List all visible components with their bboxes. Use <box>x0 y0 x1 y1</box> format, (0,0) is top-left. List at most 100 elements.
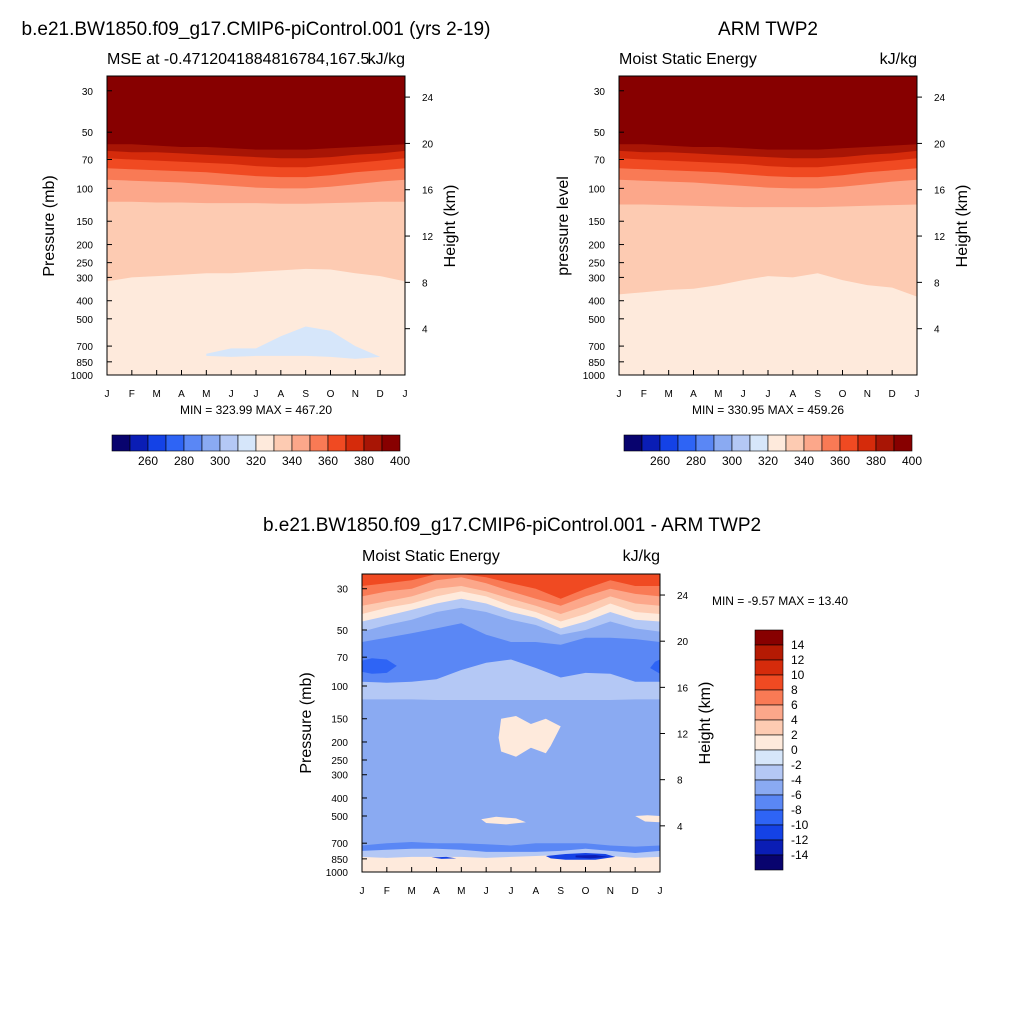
x-tick-label: A <box>433 886 440 897</box>
y-tick-label: 150 <box>76 217 93 228</box>
x-tick-label: J <box>403 389 408 400</box>
x-tick-label: A <box>690 389 697 400</box>
y-tick-label: 200 <box>588 241 605 252</box>
x-tick-label: D <box>889 389 896 400</box>
contour-field <box>619 76 917 375</box>
colorbar-swatch <box>754 794 784 811</box>
colorbar-label: 14 <box>791 638 805 652</box>
y-tick-label: 500 <box>331 812 348 823</box>
panel-diff: b.e21.BW1850.f09_g17.CMIP6-piControl.001… <box>263 515 848 897</box>
panel-model: b.e21.BW1850.f09_g17.CMIP6-piControl.001… <box>22 19 491 417</box>
x-tick-label: A <box>178 389 185 400</box>
panel-obs-units: kJ/kg <box>880 51 917 68</box>
y2-tick-label: 4 <box>422 325 428 336</box>
x-tick-label: J <box>617 389 622 400</box>
panel-obs-plot: 30 50 70 100 150 200 250 300 400 500 700 850 1000 4 8 1… <box>583 75 946 400</box>
colorbar-swatch <box>309 434 329 452</box>
panel-diff-plot: 30 50 70 100 150 200 250 300 400 500 700 850 1000 4 8 1… <box>326 573 689 897</box>
colorbar-label: 400 <box>390 454 410 468</box>
x-tick-label: F <box>384 886 390 897</box>
y2-tick-label: 20 <box>677 637 689 648</box>
y-tick-label: 50 <box>82 128 94 139</box>
y2-tick-label: 12 <box>677 730 689 741</box>
contour-field <box>107 76 405 375</box>
colorbar-label: 280 <box>686 454 706 468</box>
colorbar-label: 8 <box>791 683 798 697</box>
colorbar-label: -14 <box>791 848 809 862</box>
x-tick-label: O <box>582 886 590 897</box>
colorbar-swatch <box>345 434 365 452</box>
colorbar-swatch <box>893 434 913 452</box>
colorbar-label: 0 <box>791 743 798 757</box>
colorbar-label: -12 <box>791 833 809 847</box>
x-tick-label: J <box>741 389 746 400</box>
colorbar-label: 260 <box>650 454 670 468</box>
y-tick-label: 850 <box>331 855 348 866</box>
contour-band-0 <box>619 76 917 150</box>
colorbar-swatch <box>857 434 877 452</box>
panel-model-stats: MIN = 323.99 MAX = 467.20 <box>180 403 332 417</box>
colorbar-swatch <box>754 764 784 781</box>
panel-obs-title: ARM TWP2 <box>718 19 818 40</box>
colorbar-swatch <box>754 629 784 646</box>
x-tick-label: J <box>484 886 489 897</box>
x-tick-label: J <box>509 886 514 897</box>
y-tick-label: 200 <box>76 241 93 252</box>
y-tick-label: 850 <box>76 358 93 369</box>
panel-obs: ARM TWP2 Moist Static Energy kJ/kg press… <box>555 19 971 417</box>
panel-diff-units: kJ/kg <box>623 548 660 565</box>
colorbar-label: 340 <box>282 454 302 468</box>
colorbar-swatch <box>767 434 787 452</box>
x-tick-label: N <box>864 389 871 400</box>
colorbar-label: 2 <box>791 728 798 742</box>
colorbar-swatch <box>754 719 784 736</box>
x-tick-label: S <box>814 389 821 400</box>
panel-obs-y-label: pressure level <box>555 176 572 276</box>
y-tick-label: 700 <box>331 839 348 850</box>
panel-model-y-label: Pressure (mb) <box>41 175 58 276</box>
y-tick-label: 300 <box>588 273 605 284</box>
y-tick-label: 50 <box>337 626 349 637</box>
y-tick-label: 70 <box>82 155 94 166</box>
y-tick-label: 500 <box>588 315 605 326</box>
y2-tick-label: 20 <box>422 139 434 150</box>
colorbar-swatch <box>754 704 784 721</box>
x-tick-label: D <box>632 886 639 897</box>
colorbar-label: 300 <box>210 454 230 468</box>
x-tick-label: N <box>607 886 614 897</box>
y2-tick-label: 24 <box>677 591 689 602</box>
colorbar-label: 360 <box>830 454 850 468</box>
y-tick-label: 200 <box>331 738 348 749</box>
x-tick-label: M <box>407 886 415 897</box>
x-tick-label: J <box>915 389 920 400</box>
y-tick-label: 100 <box>331 682 348 693</box>
colorbar-swatch <box>754 674 784 691</box>
colorbar-label: 400 <box>902 454 922 468</box>
y2-tick-label: 4 <box>934 325 940 336</box>
colorbar-label: 320 <box>758 454 778 468</box>
colorbar-swatch <box>754 734 784 751</box>
x-tick-label: O <box>839 389 847 400</box>
x-tick-label: F <box>129 389 135 400</box>
colorbar-swatch <box>219 434 239 452</box>
colorbar-swatch <box>749 434 769 452</box>
colorbar-label: 6 <box>791 698 798 712</box>
panel-diff-left-string: Moist Static Energy <box>362 548 500 565</box>
colorbar-label: -8 <box>791 803 802 817</box>
contour-field <box>362 574 660 872</box>
y2-tick-label: 20 <box>934 139 946 150</box>
colorbar-swatch <box>111 434 131 452</box>
x-tick-label: D <box>377 389 384 400</box>
colorbar-swatch <box>754 854 784 871</box>
x-tick-label: A <box>277 389 284 400</box>
contour-patch-2 <box>498 716 561 757</box>
y2-tick-label: 24 <box>934 93 946 104</box>
contour-band-0 <box>107 76 405 150</box>
x-tick-label: N <box>352 389 359 400</box>
y-tick-label: 70 <box>594 155 606 166</box>
colorbar-swatch <box>754 749 784 766</box>
panel-obs-y2-label: Height (km) <box>954 185 971 268</box>
y-tick-label: 300 <box>76 273 93 284</box>
